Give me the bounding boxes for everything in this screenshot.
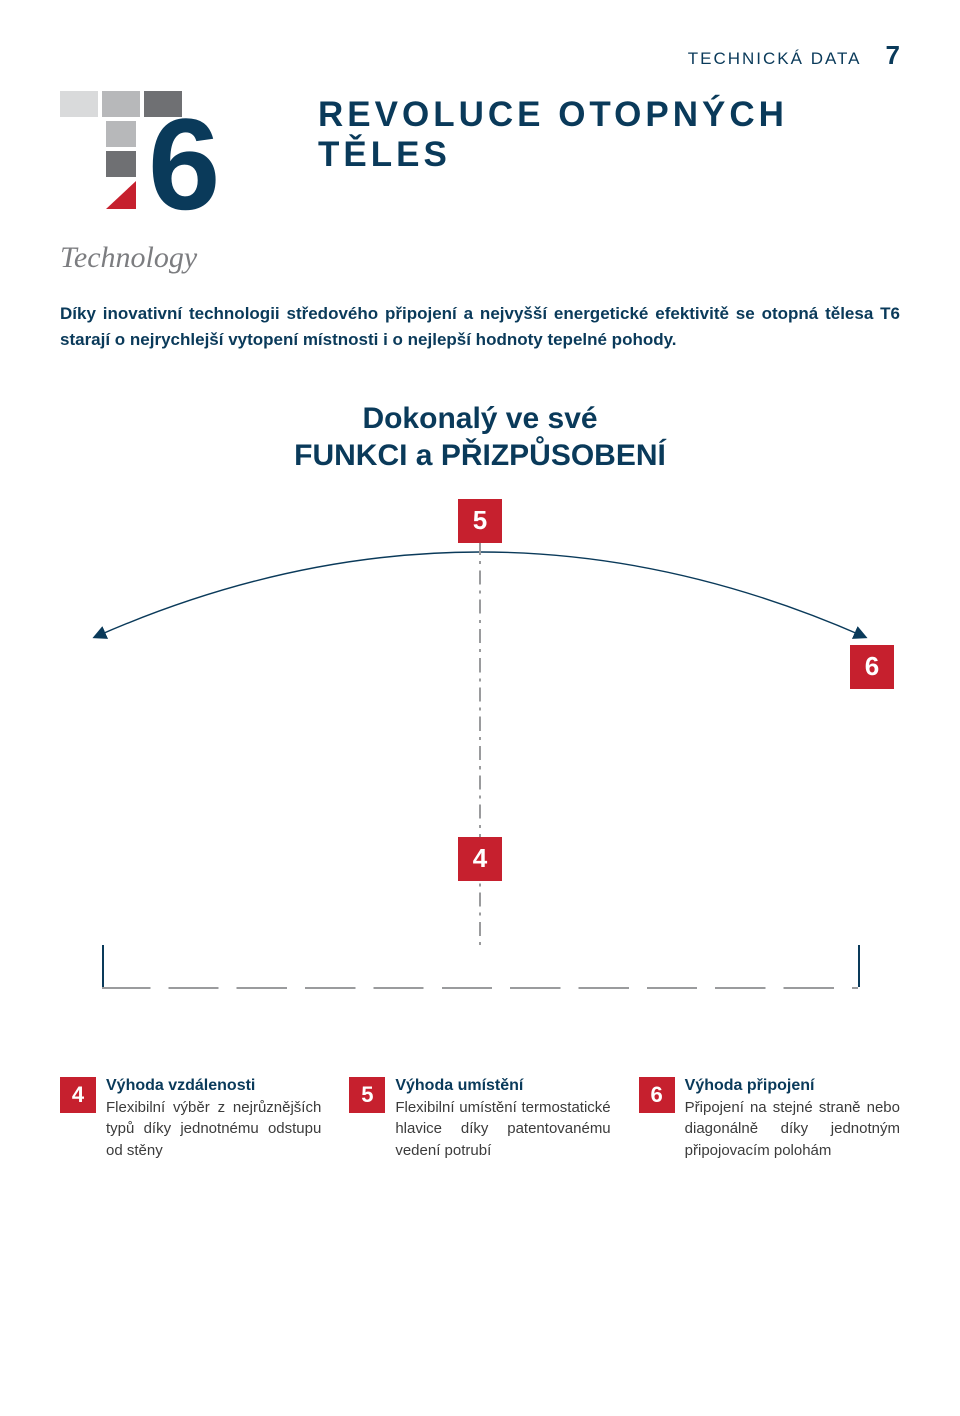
col-5-text: Flexibilní umístění termostatické hlavic… (395, 1097, 610, 1162)
col-badge-6: 6 (639, 1077, 675, 1113)
diagram: 5 6 4 (60, 497, 900, 1037)
right-vertical-tick (858, 945, 860, 987)
col-5-title: Výhoda umístění (395, 1077, 610, 1095)
col-4-text: Flexibilní výběr z nejrůznějších typů dí… (106, 1097, 321, 1162)
benefit-columns: 4 Výhoda vzdálenosti Flexibilní výběr z … (60, 1077, 900, 1162)
logo-caption: Technology (60, 241, 290, 275)
page-title: REVOLUCE OTOPNÝCH TĚLES (318, 95, 900, 175)
col-badge-4: 4 (60, 1077, 96, 1113)
subheading: Dokonalý ve své FUNKCI a PŘIZPŮSOBENÍ (60, 400, 900, 475)
left-vertical-tick (102, 945, 104, 987)
section-label: TECHNICKÁ DATA (688, 49, 862, 69)
col-badge-5: 5 (349, 1077, 385, 1113)
col-6-title: Výhoda připojení (685, 1077, 900, 1095)
page-number: 7 (886, 40, 900, 71)
diagram-badge-6: 6 (850, 645, 894, 689)
logo: 6 Technology (60, 91, 290, 275)
t6-logo-icon: 6 (60, 91, 270, 241)
col-badge-4-label: 4 (72, 1082, 84, 1108)
diagram-badge-4: 4 (458, 837, 502, 881)
badge-5-label: 5 (473, 505, 487, 536)
col-4-title: Výhoda vzdálenosti (106, 1077, 321, 1095)
benefit-col-6: 6 Výhoda připojení Připojení na stejné s… (639, 1077, 900, 1162)
col-badge-6-label: 6 (651, 1082, 663, 1108)
intro-paragraph: Díky inovativní technologii středového p… (60, 301, 900, 354)
center-dashed-line (479, 543, 481, 945)
base-dashed-line (102, 987, 858, 989)
badge-6-label: 6 (865, 651, 879, 682)
col-6-text: Připojení na stejné straně nebo diagonál… (685, 1097, 900, 1162)
subheading-line2: FUNKCI a PŘIZPŮSOBENÍ (294, 439, 666, 472)
svg-text:6: 6 (148, 91, 220, 237)
badge-4-label: 4 (473, 843, 487, 874)
diagram-badge-5: 5 (458, 499, 502, 543)
benefit-col-5: 5 Výhoda umístění Flexibilní umístění te… (349, 1077, 610, 1162)
benefit-col-4: 4 Výhoda vzdálenosti Flexibilní výběr z … (60, 1077, 321, 1162)
subheading-line1: Dokonalý ve své (362, 402, 597, 435)
col-badge-5-label: 5 (361, 1082, 373, 1108)
